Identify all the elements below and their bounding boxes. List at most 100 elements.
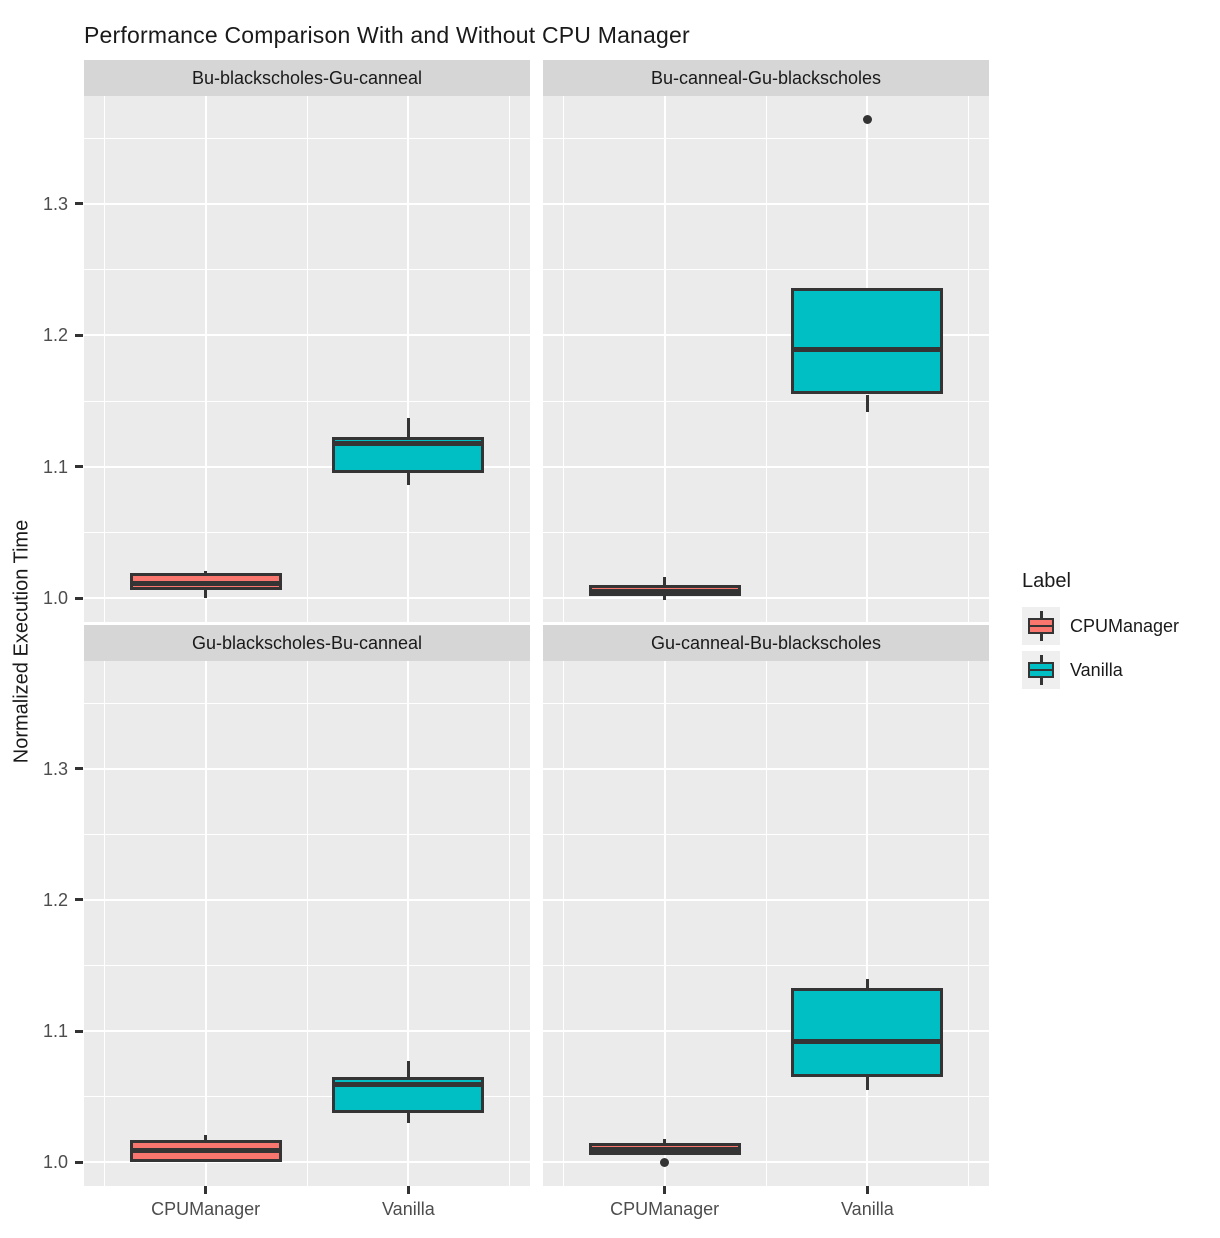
facet-strip-bottom-left: Gu-blackscholes-Bu-canneal	[84, 625, 530, 661]
whisker-upper	[204, 570, 208, 574]
boxplot-median	[794, 1039, 941, 1045]
gridline-major	[407, 661, 410, 1186]
y-tick-label: 1.0	[42, 1152, 68, 1173]
x-tick-label: Vanilla	[382, 1199, 435, 1219]
x-tick-label: CPUManager	[151, 1199, 261, 1219]
gridline-minor	[562, 96, 564, 622]
facet-strip-label: Gu-canneal-Bu-blackscholes	[650, 632, 882, 653]
gridline-major	[407, 96, 410, 622]
y-tick-label: 1.1	[42, 1021, 68, 1042]
gridline-major	[84, 898, 530, 901]
y-tick-mark	[75, 898, 83, 902]
whisker-upper	[406, 418, 410, 437]
gridline-minor	[306, 96, 308, 622]
y-tick-mark	[75, 596, 83, 600]
gridline-major	[543, 202, 989, 205]
legend-label: CPUManager	[1070, 615, 1180, 636]
boxplot-median	[132, 1148, 279, 1154]
gridline-minor	[509, 96, 511, 622]
facet-strip-top-right: Bu-canneal-Gu-blackscholes	[543, 60, 989, 96]
whisker-lower	[663, 595, 667, 600]
y-tick-mark	[75, 767, 83, 771]
gridline-minor	[103, 661, 105, 1186]
y-tick-label: 1.1	[42, 456, 68, 477]
whisker-lower	[406, 1112, 410, 1123]
y-tick-mark	[75, 333, 83, 337]
gridline-major	[663, 661, 666, 1186]
boxplot-median	[132, 581, 279, 587]
whisker-lower	[865, 1077, 869, 1091]
whisker-upper	[663, 577, 667, 586]
gridline-major	[84, 1161, 530, 1164]
y-tick-mark	[75, 202, 83, 206]
gridline-minor	[968, 661, 970, 1186]
legend-entry-vanilla: Vanilla	[1022, 651, 1220, 689]
facet-panel-top-right	[543, 96, 989, 622]
boxplot-box-vanilla	[791, 287, 944, 395]
legend-entry-cpumanager: CPUManager	[1022, 607, 1220, 645]
gridline-minor	[562, 661, 564, 1186]
legend-label: Vanilla	[1070, 659, 1123, 680]
facet-panel-top-left	[84, 96, 530, 622]
boxplot-median	[335, 440, 482, 446]
gridline-major	[84, 202, 530, 205]
gridline-major	[543, 465, 989, 468]
x-tick-label: Vanilla	[841, 1199, 894, 1219]
glyph-median	[1028, 668, 1054, 671]
y-tick-label: 1.3	[42, 193, 68, 214]
boxplot-box-vanilla	[791, 987, 944, 1078]
y-tick-mark	[75, 1160, 83, 1164]
x-tick-mark	[406, 1186, 410, 1194]
legend-key-boxplot-glyph-cpumanager	[1022, 607, 1060, 645]
facet-panel-bottom-right	[543, 661, 989, 1186]
facet-panel-bottom-left	[84, 661, 530, 1186]
legend: Label CPUManager Vanilla	[1022, 570, 1220, 695]
y-tick-label: 1.2	[42, 325, 68, 346]
whisker-upper	[204, 1134, 208, 1141]
chart-title: Performance Comparison With and Without …	[84, 22, 690, 48]
facet-strip-label: Bu-blackscholes-Gu-canneal	[191, 67, 423, 88]
gridline-minor	[306, 661, 308, 1186]
glyph-median	[1028, 624, 1054, 627]
gridline-major	[663, 96, 666, 622]
gridline-major	[866, 661, 869, 1186]
y-tick-mark	[75, 1029, 83, 1033]
gridline-major	[84, 465, 530, 468]
y-tick-label: 1.2	[42, 889, 68, 910]
whisker-lower	[865, 394, 869, 412]
gridline-major	[84, 1030, 530, 1033]
facet-strip-bottom-right: Gu-canneal-Bu-blackscholes	[543, 625, 989, 661]
facet-strip-label: Bu-canneal-Gu-blackscholes	[650, 67, 882, 88]
y-axis-title: Normalized Execution Time	[10, 519, 33, 764]
boxplot-median	[591, 589, 738, 595]
gridline-major	[543, 1030, 989, 1033]
whisker-upper	[406, 1061, 410, 1078]
legend-title: Label	[1022, 570, 1071, 592]
whisker-lower	[204, 590, 208, 599]
facet-strip-top-left: Bu-blackscholes-Gu-canneal	[84, 60, 530, 96]
gridline-major	[204, 661, 207, 1186]
gridline-major	[204, 96, 207, 622]
gridline-major	[84, 334, 530, 337]
gridline-major	[543, 767, 989, 770]
gridline-major	[543, 898, 989, 901]
gridline-major	[84, 767, 530, 770]
gridline-minor	[968, 96, 970, 622]
gridline-major	[543, 334, 989, 337]
x-tick-mark	[204, 1186, 208, 1194]
x-tick-label: CPUManager	[610, 1199, 720, 1219]
gridline-minor	[765, 661, 767, 1186]
boxplot-median	[591, 1146, 738, 1152]
outlier-point	[660, 1157, 670, 1167]
gridline-major	[543, 597, 989, 600]
boxplot-median	[794, 347, 941, 353]
whisker-upper	[865, 978, 869, 988]
gridline-minor	[103, 96, 105, 622]
whisker-lower	[406, 473, 410, 486]
y-tick-mark	[75, 465, 83, 469]
x-tick-mark	[663, 1186, 667, 1194]
x-tick-mark	[865, 1186, 869, 1194]
outlier-point	[862, 115, 872, 125]
gridline-minor	[765, 96, 767, 622]
